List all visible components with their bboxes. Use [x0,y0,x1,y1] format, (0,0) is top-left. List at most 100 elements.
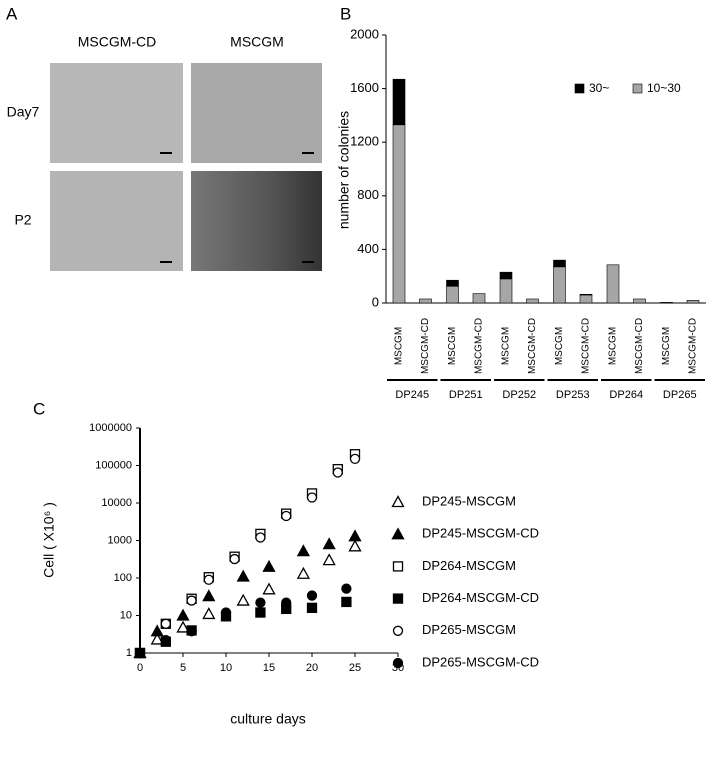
micrograph [191,63,322,163]
marker [236,593,250,606]
x-tick-label: MSCGM [608,327,619,365]
marker [236,569,250,582]
marker [229,553,240,565]
y-tick-label: 0 [372,294,379,309]
micrograph [191,171,322,271]
marker [134,647,146,659]
x-tick-label: MSCGM [501,327,512,365]
legend-label: DP265-MSCGM-CD [422,654,539,669]
bar-segment [553,259,566,268]
panel-label: A [6,4,18,23]
y-tick-label: 1600 [350,80,379,95]
marker [160,635,171,646]
marker [296,566,310,579]
marker [262,582,276,595]
legend-label: DP264-MSCGM [422,558,516,573]
x-tick-label: 15 [263,662,275,674]
y-tick-label: 400 [357,241,379,256]
column-label: MSCGM [230,34,284,50]
x-tick-label: MSCGM [661,327,672,365]
bar-segment [392,124,406,304]
bar-segment [553,266,566,304]
y-tick-label: 1000000 [89,422,132,434]
marker [281,597,292,608]
y-tick-label: 1 [126,647,132,659]
x-tick-label: 25 [349,662,361,674]
micrograph [50,171,183,271]
marker [392,657,404,669]
y-tick-label: 10000 [101,497,132,509]
y-tick-label: 100 [114,572,132,584]
bar-segment [499,271,513,280]
row-label: P2 [14,212,31,228]
group-label: DP265 [663,389,697,401]
marker [296,544,310,557]
group-label: DP245 [395,389,429,401]
panel-label: C [33,399,45,418]
bar-segment [419,298,432,304]
panel-label: B [340,4,351,23]
x-tick-label: MSCGM-CD [474,318,485,374]
marker [203,574,214,585]
x-tick-label: 5 [180,662,186,674]
y-tick-label: 100000 [95,459,132,471]
legend-label: DP264-MSCGM-CD [422,590,539,605]
bar-segment [472,293,486,304]
bar-segment [686,300,700,304]
marker [391,527,405,540]
x-tick-label: 10 [220,662,232,674]
bar-segment [446,279,459,287]
y-axis-label: number of colonies [336,111,352,229]
scale-bars [160,152,314,263]
x-axis-label: culture days [230,711,305,727]
group-label: DP253 [556,389,590,401]
marker [160,618,171,629]
marker [255,597,266,608]
micrograph [50,63,183,163]
marker [341,596,352,608]
bar-segment [446,285,459,304]
marker [186,626,197,637]
marker [392,593,404,604]
x-tick-label: MSCGM-CD [581,318,592,374]
marker [322,537,336,550]
marker [255,607,266,618]
legend-label: DP245-MSCGM-CD [422,526,539,541]
marker [306,602,318,613]
x-tick-label: MSCGM-CD [634,318,645,374]
y-tick-label: 10 [120,609,132,621]
marker [281,510,292,522]
x-tick-label: 0 [137,662,143,674]
bar-segment [606,264,620,304]
x-tick-label: 20 [306,662,318,674]
marker [220,607,232,618]
bar-segment [579,294,593,304]
bar-segment [499,278,513,304]
bar-segment [526,298,539,304]
y-tick-label: 1000 [108,534,132,546]
y-tick-label: 800 [357,187,379,202]
legend-label: DP245-MSCGM [422,493,516,508]
group-label: DP252 [502,389,536,401]
marker [332,467,343,478]
marker [341,583,352,594]
legend-label: 10~30 [647,81,681,95]
x-tick-label: MSCGM [554,327,565,365]
marker [392,561,404,572]
x-tick-label: MSCGM [447,327,458,365]
marker [322,553,336,566]
marker [150,624,164,637]
marker [202,607,216,620]
bar-segment [579,293,593,296]
x-tick-label: MSCGM-CD [527,318,538,374]
row-label: Day7 [7,104,40,120]
marker [306,492,318,503]
marker [392,625,404,636]
marker [262,559,276,572]
x-tick-label: MSCGM-CD [688,318,699,374]
marker [176,608,190,621]
bar-segment [392,78,406,126]
legend-label: 30~ [589,81,609,95]
x-tick-label: MSCGM-CD [420,318,431,374]
